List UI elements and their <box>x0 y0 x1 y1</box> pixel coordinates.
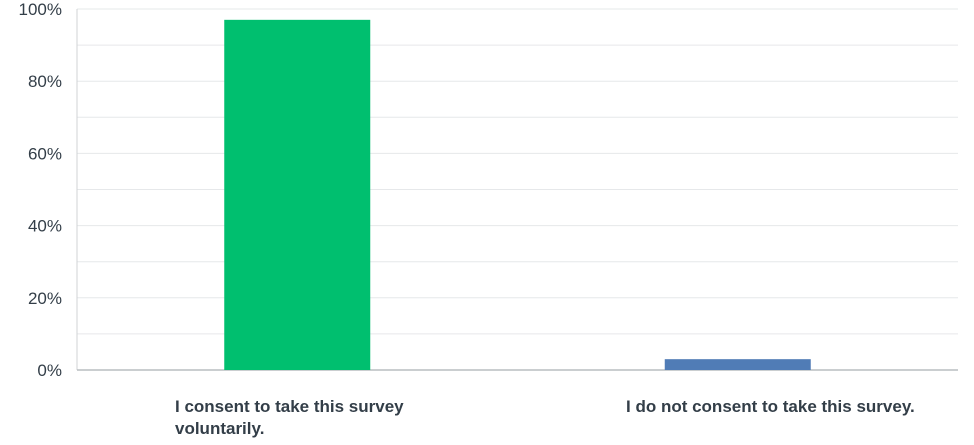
y-tick-label: 20% <box>28 289 62 308</box>
y-tick-label: 0% <box>37 361 62 380</box>
y-axis-ticks: 0% 20% 40% 60% 80% 100% <box>19 0 62 380</box>
bar <box>664 359 811 370</box>
y-tick-label: 40% <box>28 217 62 236</box>
bars <box>224 19 811 371</box>
gridlines <box>77 8 958 335</box>
bar <box>224 19 371 371</box>
category-label-consent: I consent to take this survey voluntaril… <box>175 397 404 438</box>
category-label-no-consent: I do not consent to take this survey. <box>626 397 915 416</box>
y-tick-label: 80% <box>28 72 62 91</box>
y-tick-label: 100% <box>19 0 62 19</box>
y-tick-label: 60% <box>28 144 62 163</box>
